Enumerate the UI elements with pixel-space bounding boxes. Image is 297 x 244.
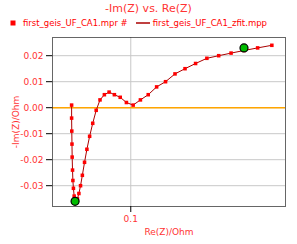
svg-text:0.02: 0.02 <box>23 51 43 61</box>
svg-text:0.01: 0.01 <box>23 77 43 87</box>
svg-text:-Im(Z)/Ohm: -Im(Z)/Ohm <box>11 96 21 148</box>
svg-text:-0.03: -0.03 <box>20 181 43 191</box>
svg-text:Re(Z)/Ohm: Re(Z)/Ohm <box>144 227 193 237</box>
html-text:first_geis_UF_CA1_zfit.mpp: first_geis_UF_CA1_zfit.mpp <box>152 18 267 28</box>
html-text:first_geis_UF_CA1.mpr #: first_geis_UF_CA1.mpr # <box>23 18 128 28</box>
svg-text:0.1: 0.1 <box>124 214 138 224</box>
svg-text:0.00: 0.00 <box>23 103 43 113</box>
svg-text:-0.01: -0.01 <box>20 129 43 139</box>
html-text:-Im(Z) vs. Re(Z): -Im(Z) vs. Re(Z) <box>105 2 192 15</box>
svg-text:-0.02: -0.02 <box>20 155 43 165</box>
